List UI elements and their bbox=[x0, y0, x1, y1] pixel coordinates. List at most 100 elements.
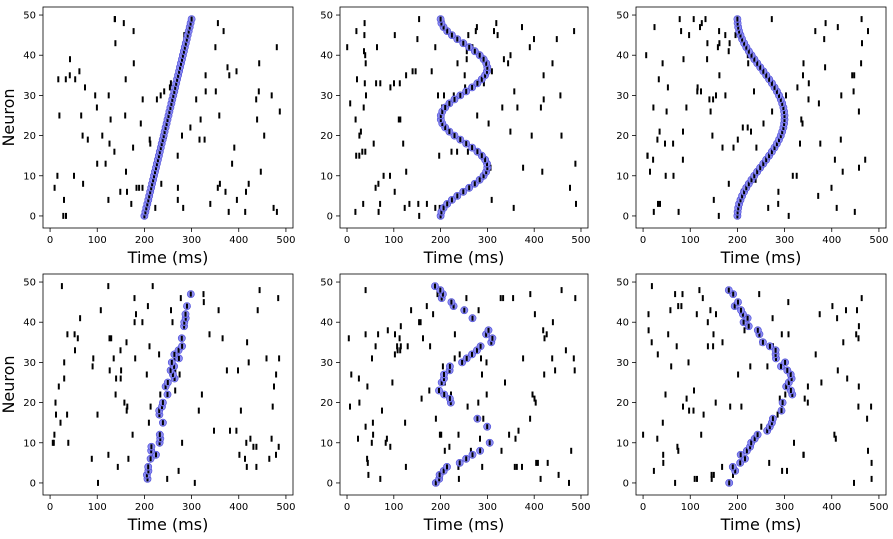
background-spike bbox=[535, 459, 538, 466]
background-spike bbox=[158, 351, 161, 358]
background-spike bbox=[225, 367, 228, 374]
background-spike bbox=[176, 184, 179, 191]
background-spike bbox=[246, 339, 249, 346]
sequence-spike-tick bbox=[450, 32, 453, 38]
background-spike bbox=[682, 56, 685, 63]
background-spike bbox=[658, 128, 661, 135]
background-spike bbox=[132, 144, 135, 151]
sequence-spike-tick bbox=[173, 351, 176, 357]
background-spike bbox=[559, 92, 562, 99]
background-spike bbox=[706, 40, 709, 47]
background-spike bbox=[867, 28, 869, 35]
background-spike bbox=[408, 200, 411, 207]
background-spike bbox=[857, 323, 860, 330]
background-spike bbox=[528, 44, 531, 51]
sequence-spike-tick bbox=[745, 44, 748, 50]
y-tick-label: 10 bbox=[616, 171, 629, 182]
background-spike bbox=[222, 28, 225, 35]
background-spike bbox=[396, 343, 399, 350]
background-spike bbox=[477, 399, 480, 406]
x-tick-label: 200 bbox=[135, 502, 154, 513]
background-spike bbox=[221, 335, 224, 342]
background-spike bbox=[533, 395, 536, 402]
sequence-spike-tick bbox=[154, 169, 156, 175]
sequence-spike-tick bbox=[450, 299, 453, 305]
sequence-spike-tick bbox=[737, 24, 740, 30]
background-spike bbox=[122, 20, 125, 27]
background-spike bbox=[133, 295, 136, 302]
background-spike bbox=[399, 323, 402, 330]
sequence-spike-tick bbox=[440, 295, 443, 301]
background-spike bbox=[436, 291, 439, 298]
background-spike bbox=[754, 176, 757, 183]
sequence-spike-tick bbox=[158, 440, 161, 446]
sequence-spike-tick bbox=[161, 404, 163, 410]
sequence-spike-tick bbox=[452, 303, 455, 309]
background-spike bbox=[178, 371, 181, 378]
background-spike bbox=[200, 391, 203, 398]
sequence-spike-tick bbox=[161, 400, 164, 406]
background-spike bbox=[495, 20, 498, 27]
background-spike bbox=[642, 431, 645, 438]
sequence-spike-tick bbox=[177, 355, 180, 361]
y-tick-label: 0 bbox=[623, 478, 629, 489]
background-spike bbox=[377, 208, 380, 215]
background-spike bbox=[63, 196, 65, 203]
background-spike bbox=[776, 411, 779, 418]
background-spike bbox=[441, 363, 444, 370]
background-spike bbox=[231, 160, 234, 167]
background-spike bbox=[702, 411, 705, 418]
background-spike bbox=[126, 403, 129, 410]
sequence-spike-tick bbox=[164, 125, 167, 130]
background-spike bbox=[853, 72, 856, 79]
background-spike bbox=[801, 120, 804, 127]
sequence-spike-tick bbox=[158, 408, 161, 414]
background-spike bbox=[429, 343, 432, 350]
y-tick-label: 0 bbox=[327, 211, 333, 222]
background-spike bbox=[434, 204, 437, 211]
background-spike bbox=[367, 471, 370, 478]
background-spike bbox=[736, 136, 739, 143]
sequence-spike-tick bbox=[484, 72, 487, 78]
sequence-spike-tick bbox=[471, 315, 474, 321]
background-spike bbox=[870, 475, 873, 482]
background-spike bbox=[119, 375, 122, 382]
background-spike bbox=[555, 36, 558, 43]
sequence-spike-tick bbox=[458, 460, 461, 466]
background-spike bbox=[92, 355, 95, 362]
background-spike bbox=[235, 68, 238, 75]
background-spike bbox=[864, 156, 867, 163]
background-spike bbox=[574, 160, 577, 167]
sequence-spike-tick bbox=[439, 287, 442, 293]
background-spike bbox=[135, 184, 138, 191]
background-spike bbox=[802, 72, 804, 79]
background-spike bbox=[509, 128, 512, 135]
background-spike bbox=[677, 303, 680, 310]
background-spike bbox=[647, 327, 650, 334]
sequence-spike-tick bbox=[181, 343, 184, 349]
background-spike bbox=[95, 104, 98, 111]
background-spike bbox=[389, 84, 392, 91]
background-spike bbox=[456, 148, 459, 155]
sequence-spike-tick bbox=[770, 420, 773, 426]
background-spike bbox=[53, 431, 56, 438]
background-spike bbox=[354, 116, 357, 123]
background-spike bbox=[218, 180, 221, 187]
background-spike bbox=[132, 28, 135, 35]
background-spike bbox=[228, 72, 231, 79]
background-spike bbox=[422, 335, 424, 342]
sequence-spike-tick bbox=[471, 145, 474, 151]
background-spike bbox=[366, 455, 369, 462]
background-spike bbox=[490, 196, 493, 203]
background-spike bbox=[189, 124, 192, 131]
background-spike bbox=[235, 196, 238, 203]
sequence-spike-tick bbox=[149, 189, 152, 195]
background-spike bbox=[656, 351, 659, 358]
sequence-spike-tick bbox=[169, 105, 172, 110]
background-spike bbox=[696, 84, 699, 91]
sequence-spike-tick bbox=[440, 209, 443, 215]
background-spike bbox=[202, 291, 205, 298]
background-spike bbox=[171, 319, 174, 326]
background-spike bbox=[557, 471, 560, 478]
background-spike bbox=[357, 435, 359, 442]
